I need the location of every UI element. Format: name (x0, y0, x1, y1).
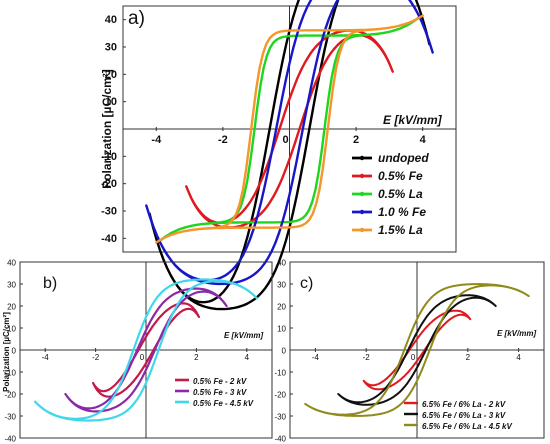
panel-b-ytick: -30 (4, 413, 16, 422)
panel-c-ytick: 30 (277, 281, 286, 290)
panel-c-ytick: 0 (282, 347, 287, 356)
panel-a-ytick: -40 (101, 233, 117, 245)
panel-a-xtick: -4 (151, 134, 162, 146)
panel-b-ytick: 40 (7, 259, 16, 268)
panel-b-legend-label: 0.5% Fe - 4.5 kV (193, 399, 254, 408)
panel-a-xtick: 2 (353, 134, 359, 146)
panel-a-series-4 (155, 14, 424, 244)
panel-b-xtick: 2 (194, 353, 199, 362)
panel-b-legend-label: 0.5% Fe - 3 kV (193, 388, 247, 397)
panel-b-legend-label: 0.5% Fe - 2 kV (193, 377, 247, 386)
panel-a-ytick: -30 (101, 206, 117, 218)
panel-a-legend-label: 1.0 % Fe (378, 205, 426, 219)
panel-c-series-2 (304, 283, 530, 417)
panel-a-legend-marker (359, 155, 365, 161)
panel-b-ytick: -20 (4, 391, 16, 400)
panel-b-xtick: 4 (245, 353, 250, 362)
panel-a-xtick: 4 (420, 134, 427, 146)
panel-a-ytick: -20 (101, 178, 117, 190)
panel-b-ytick: 0 (12, 347, 17, 356)
panel-a-legend: undoped 0.5% Fe 0.5% La 1.0 % Fe 1.5% La (352, 151, 429, 237)
panel-c-legend: 6.5% Fe / 6% La - 2 kV 6.5% Fe / 6% La - … (404, 400, 512, 431)
panel-c-ytick: -30 (274, 413, 286, 422)
panel-c-ytick: 40 (277, 259, 286, 268)
panel-c-ytick: 10 (277, 325, 286, 334)
panel-b-ytick: -40 (4, 435, 16, 444)
panel-b-ytick: 30 (7, 281, 16, 290)
panel-a-ytick: -10 (101, 151, 117, 163)
panel-b-series-2 (34, 278, 258, 422)
panel-c-ytick: -20 (274, 391, 286, 400)
panel-a-legend-label: 0.5% Fe (378, 169, 423, 183)
panel-c-xtick: -4 (312, 353, 320, 362)
panel-a-legend-marker (359, 209, 365, 215)
panel-b-ytick: 10 (7, 325, 16, 334)
panel-c-ytick: -10 (274, 369, 286, 378)
panel-a-label: a) (128, 8, 145, 29)
panel-c-xtick: 0 (411, 353, 416, 362)
panel-b-xtick: -4 (42, 353, 50, 362)
panel-a-series-3 (145, 0, 434, 286)
panel-b-xlabel: E [kV/mm] (224, 331, 263, 340)
panel-a-ytick: 30 (105, 42, 117, 54)
panel-a-ytick: 40 (105, 14, 117, 26)
panel-c-xtick: 4 (516, 353, 521, 362)
panel-b-legend: 0.5% Fe - 2 kV 0.5% Fe - 3 kV 0.5% Fe - 4.… (175, 377, 254, 408)
panel-c-legend-label: 6.5% Fe / 6% La - 3 kV (422, 411, 506, 420)
panel-a-legend-label: 0.5% La (378, 187, 423, 201)
panel-c-ytick: -40 (274, 435, 286, 444)
panel-b-xtick: 0 (140, 353, 145, 362)
panel-c-ytick: 20 (277, 303, 286, 312)
panel-a-legend-label: 1.5% La (378, 223, 423, 237)
panel-a-legend-marker (359, 191, 365, 197)
panel-a-ytick: 20 (105, 69, 117, 81)
panel-c-xlabel: E [kV/mm] (497, 329, 536, 338)
panel-b-ytick: 20 (7, 303, 16, 312)
panel-c-legend-label: 6.5% Fe / 6% La - 4.5 kV (422, 422, 512, 431)
panel-a-xlabel: E [kV/mm] (383, 113, 443, 127)
panel-c-label: c) (300, 275, 313, 292)
panel-a-series-1 (185, 29, 394, 229)
panel-a-xtick: -2 (218, 134, 228, 146)
panel-b-xtick: -2 (92, 353, 100, 362)
panel-c-xtick: 2 (466, 353, 471, 362)
panel-a-legend-marker (359, 173, 365, 179)
panel-b-ylabel: Polarization [µC/cm²] (2, 312, 11, 392)
panel-a-legend-marker (359, 227, 365, 233)
panel-a-ytick: 10 (105, 96, 117, 108)
panel-a-xtick: 0 (282, 134, 288, 146)
panel-c-legend-label: 6.5% Fe / 6% La - 2 kV (422, 400, 506, 409)
panel-c-xtick: -2 (363, 353, 371, 362)
panel-b-ytick: -10 (4, 369, 16, 378)
panel-b-label: b) (43, 275, 57, 292)
panel-a-ylabel: Polarization [µC/cm²] (100, 69, 114, 189)
panel-a-legend-label: undoped (378, 151, 429, 165)
